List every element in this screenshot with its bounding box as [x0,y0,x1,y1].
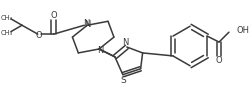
Text: O: O [216,56,222,65]
Text: N: N [97,46,103,55]
Text: N: N [123,38,129,47]
Text: CH₃: CH₃ [1,30,13,36]
Text: N: N [83,19,89,28]
Text: O: O [50,11,57,20]
Text: N: N [84,20,90,29]
Text: O: O [36,31,42,40]
Text: CH₃: CH₃ [1,15,13,21]
Text: S: S [120,76,126,85]
Text: OH: OH [237,26,250,35]
